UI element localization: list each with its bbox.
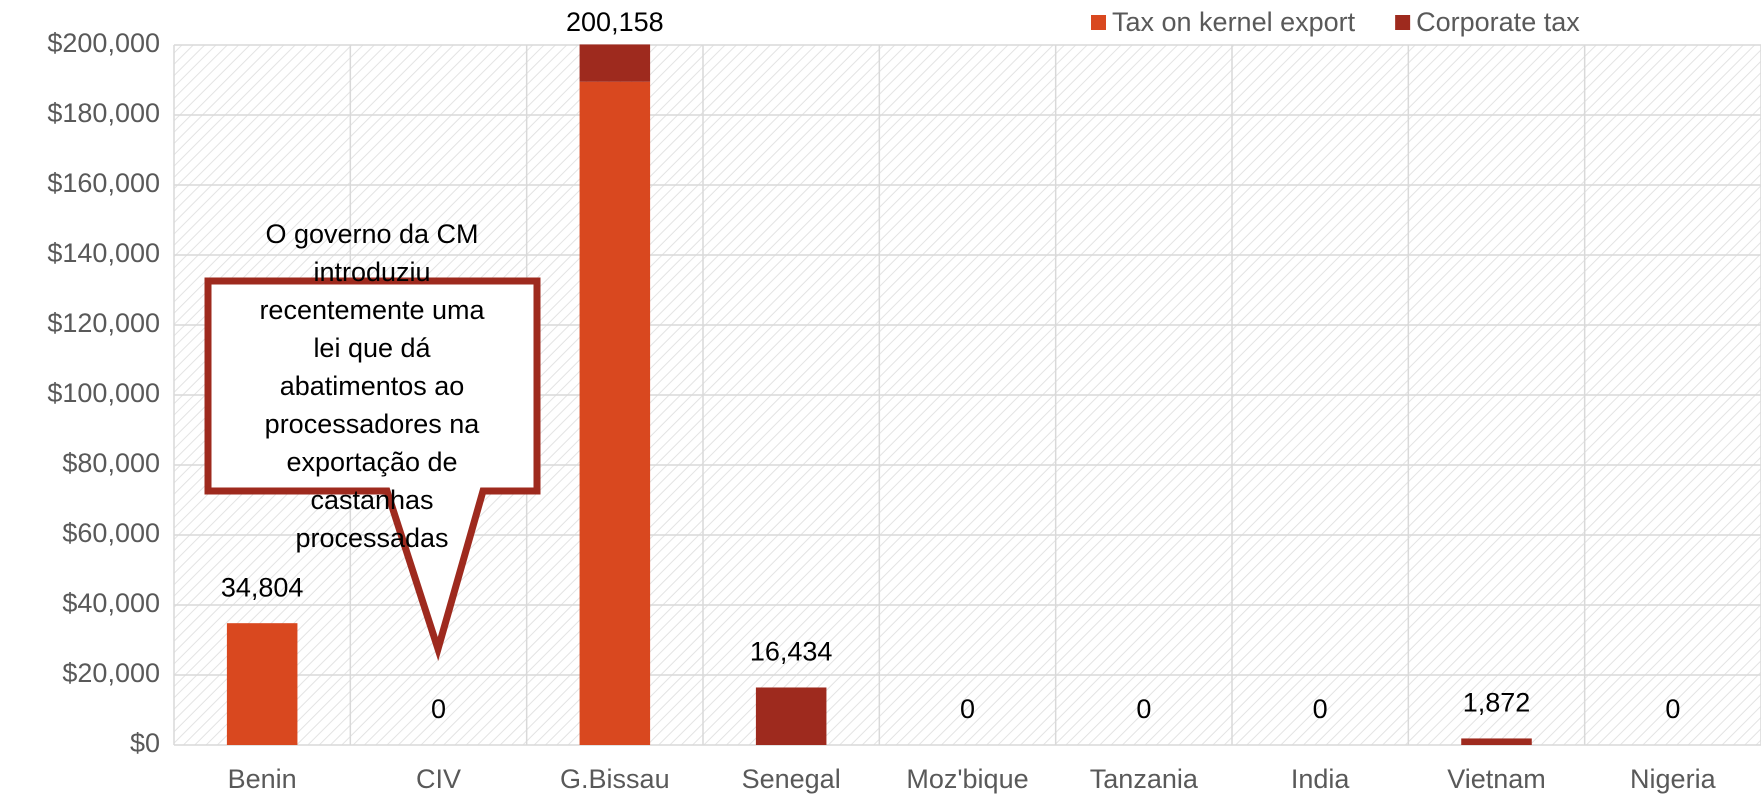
y-tick-label: $20,000 xyxy=(62,658,160,688)
y-tick-label: $140,000 xyxy=(47,238,160,268)
legend-label: Tax on kernel export xyxy=(1112,7,1356,37)
annotation-line: abatimentos ao xyxy=(280,371,465,401)
x-tick-label: Nigeria xyxy=(1630,764,1717,794)
y-tick-label: $160,000 xyxy=(47,168,160,198)
total-label: 0 xyxy=(960,694,975,724)
legend-swatch xyxy=(1091,15,1106,30)
y-tick-label: $200,000 xyxy=(47,28,160,58)
bar-segment xyxy=(1461,738,1532,745)
x-tick-label: CIV xyxy=(416,764,461,794)
y-tick-label: $100,000 xyxy=(47,378,160,408)
total-label: 0 xyxy=(431,694,446,724)
bar-segment xyxy=(579,81,651,745)
x-tick-label: Senegal xyxy=(742,764,841,794)
callout xyxy=(204,277,541,662)
x-tick-label: Vietnam xyxy=(1447,764,1546,794)
y-tick-label: $120,000 xyxy=(47,308,160,338)
total-label: 0 xyxy=(1313,694,1328,724)
annotation-line: recentemente uma xyxy=(259,295,485,325)
y-tick-label: $0 xyxy=(130,728,160,758)
total-label: 1,872 xyxy=(1463,688,1531,718)
x-tick-label: Tanzania xyxy=(1090,764,1199,794)
y-tick-label: $180,000 xyxy=(47,98,160,128)
bar-segment xyxy=(755,687,827,745)
annotation-line: O governo da CM xyxy=(265,219,478,249)
legend-swatch xyxy=(1395,15,1411,30)
total-label: 0 xyxy=(1665,694,1680,724)
x-tick-label: Moz'bique xyxy=(906,764,1028,794)
total-label: 16,434 xyxy=(750,637,833,667)
total-label: 200,158 xyxy=(566,7,664,37)
x-tick-label: G.Bissau xyxy=(560,764,670,794)
x-tick-label: India xyxy=(1291,764,1351,794)
y-tick-label: $80,000 xyxy=(62,448,160,478)
x-tick-label: Benin xyxy=(228,764,297,794)
annotation-line: exportação de xyxy=(286,447,457,477)
total-label: 34,804 xyxy=(221,572,304,602)
bar-segment xyxy=(579,44,651,82)
annotation-line: castanhas xyxy=(310,485,433,515)
annotation-line: introduziu xyxy=(313,257,430,287)
y-tick-label: $40,000 xyxy=(62,588,160,618)
annotation-line: processadores na xyxy=(265,409,481,439)
total-label: 0 xyxy=(1136,694,1151,724)
annotation-line: lei que dá xyxy=(313,333,431,363)
legend-label: Corporate tax xyxy=(1416,7,1580,37)
annotation-line: processadas xyxy=(295,523,448,553)
bar-segment xyxy=(226,623,298,745)
y-tick-label: $60,000 xyxy=(62,518,160,548)
